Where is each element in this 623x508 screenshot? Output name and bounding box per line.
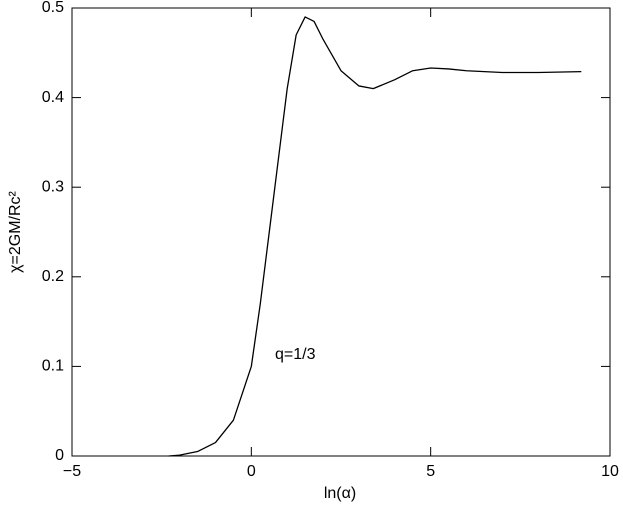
annotation: q=1/3 [275, 346, 316, 363]
y-tick-label: 0.3 [42, 178, 64, 195]
y-tick-label: 0.5 [42, 0, 64, 16]
x-tick-label: 5 [426, 463, 435, 480]
x-tick-label: 0 [247, 463, 256, 480]
plot-frame [71, 7, 611, 457]
y-tick-label: 0.1 [42, 358, 64, 375]
data-line [168, 16, 582, 457]
y-tick-label: 0.4 [42, 89, 64, 106]
y-tick-label: 0.2 [42, 268, 64, 285]
x-axis-label: ln(α) [324, 485, 356, 502]
x-tick-label: 10 [601, 463, 619, 480]
y-tick-label: 0 [55, 447, 64, 464]
x-tick-label: −5 [63, 463, 81, 480]
y-axis-label: χ=2GM/Rc² [7, 190, 24, 272]
